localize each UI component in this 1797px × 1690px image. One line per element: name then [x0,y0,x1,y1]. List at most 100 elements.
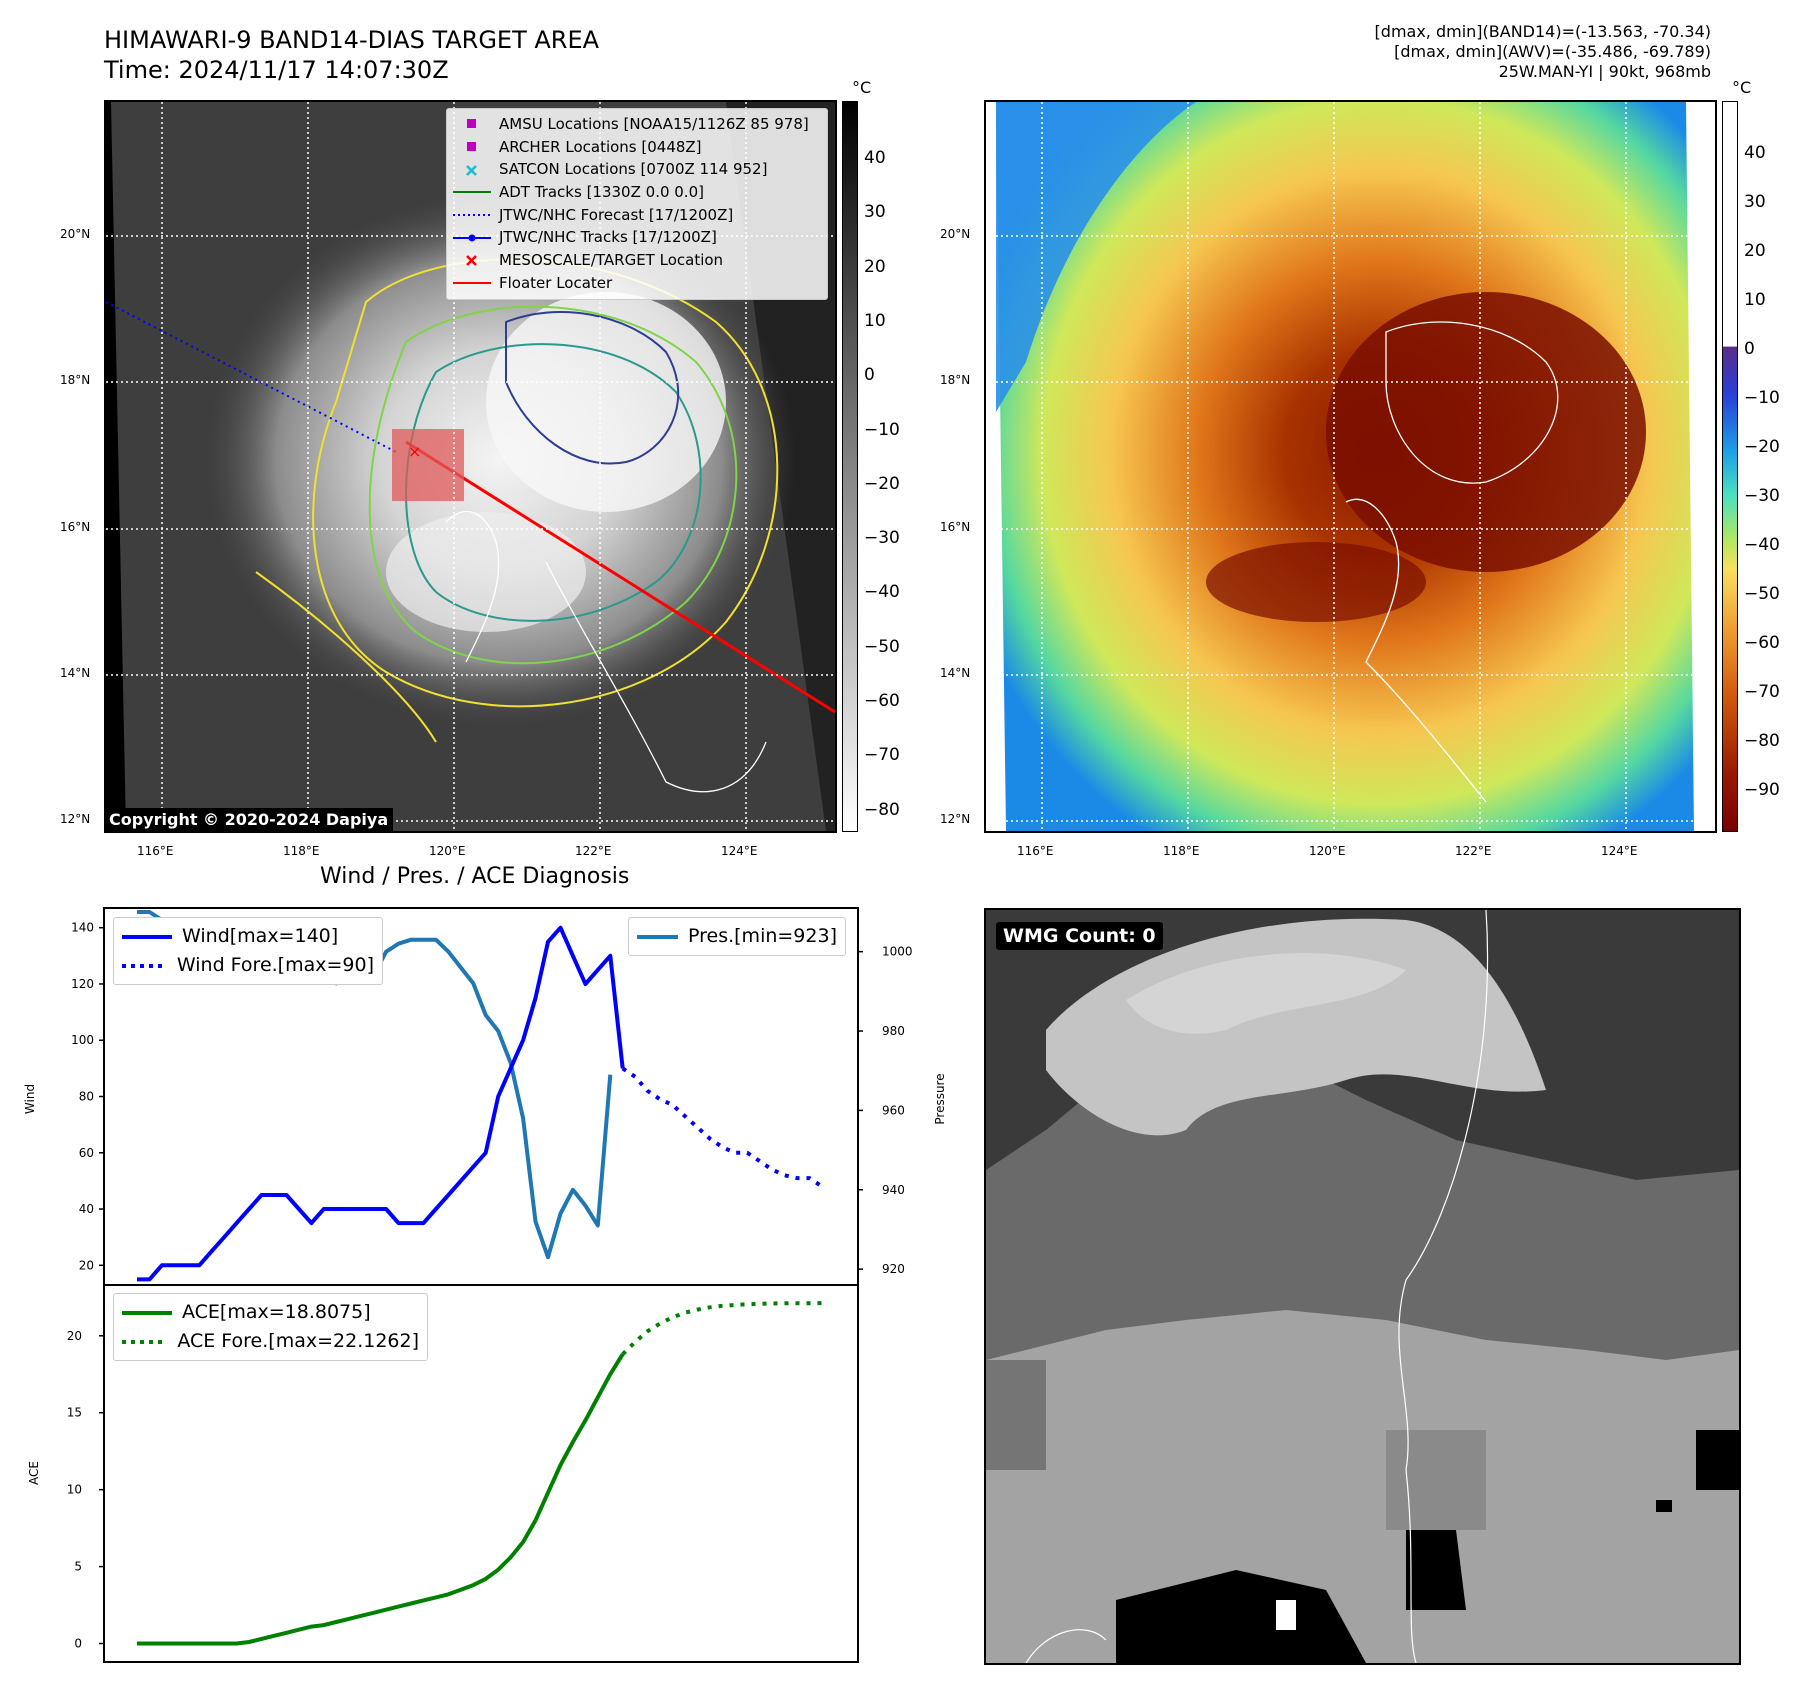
lat-label: 18°N [940,373,971,387]
colorbar2-tick-label: 0 [1744,339,1755,359]
colorbar2-tick-label: 40 [1744,143,1766,163]
line-marker-icon [453,191,491,194]
wmg-image [986,910,1739,1663]
ace-plot-frame [103,1284,859,1663]
ace-tick-label: 20 [67,1329,82,1343]
lat-label: 16°N [60,520,91,534]
lon-label: 116°E [137,844,174,858]
dotted-line-icon [453,214,491,217]
colorbar2-unit: °C [1732,78,1752,97]
dotted-line-icon [122,963,167,968]
dotted-line-icon [122,1339,168,1344]
colorbar2-tick-label: −50 [1744,584,1780,604]
legend-item-adt: ADT Tracks [1330Z 0.0 0.0] [453,181,821,204]
lat-label: 14°N [940,666,971,680]
info-line-1: [dmax, dmin](BAND14)=(-13.563, -70.34) [1374,22,1711,41]
ace-line [137,1353,625,1646]
square-marker-icon [467,119,476,129]
copyright-label: Copyright © 2020-2024 Dapiya [104,808,394,831]
wind-tick-label: 120 [71,977,94,991]
lon-label: 120°E [429,844,466,858]
colorbar1-tick-label: −40 [864,582,900,603]
awv-map-image [986,102,1715,831]
legend-item-jtwc-forecast: JTWC/NHC Forecast [17/1200Z] [453,204,821,227]
ace-tick-label: 10 [67,1483,82,1497]
wind-forecast-line [621,1066,824,1189]
legend-item-ace-forecast: ACE Fore.[max=22.1262] [122,1327,419,1356]
legend-item-ace: ACE[max=18.8075] [122,1298,419,1327]
diagnosis-title: Wind / Pres. / ACE Diagnosis [320,864,630,889]
colorbar2-tick-label: −90 [1744,780,1780,800]
wind-tick-label: 80 [79,1090,94,1104]
wind-tick-label: 20 [79,1258,94,1272]
colorbar2-tick-label: −20 [1744,437,1780,457]
colorbar2-tick-label: −80 [1744,731,1780,751]
pressure-axis-title: Pressure [933,1073,947,1125]
lon-label: 122°E [1455,844,1492,858]
line-marker-icon [122,1310,172,1315]
svg-text:×: × [408,442,421,461]
lon-label: 124°E [1601,844,1638,858]
colorbar2-tick-label: 10 [1744,290,1766,310]
wind-tick-label: 100 [71,1033,94,1047]
map-legend: AMSU Locations [NOAA15/1126Z 85 978] ARC… [446,108,828,300]
x-marker-icon [466,164,477,176]
figure-title: HIMAWARI-9 BAND14-DIAS TARGET AREA [104,26,600,54]
ace-tick-label: 5 [74,1560,82,1574]
ir-map-panel: × AMSU Locations [NOAA15/1126Z 85 978] A… [104,100,837,833]
lat-label: 12°N [60,812,91,826]
lon-label: 124°E [721,844,758,858]
colorbar1-tick-label: 0 [864,365,875,386]
legend-item-wind: Wind[max=140] [122,922,374,951]
colorbar2-tick-label: −60 [1744,633,1780,653]
line-marker-icon [122,934,172,939]
wind-axis-title: Wind [23,1083,37,1115]
ace-tick-label: 0 [74,1637,82,1651]
colorbar2-tick-label: −40 [1744,535,1780,555]
colorbar2-tick-label: −30 [1744,486,1780,506]
colorbar1-tick-label: −80 [864,799,900,820]
line-marker-icon [453,282,491,285]
colorbar1-tick-label: −60 [864,691,900,711]
legend-item-jtwc-tracks: JTWC/NHC Tracks [17/1200Z] [453,226,821,249]
colorbar1-tick-label: 20 [864,256,886,277]
ace-axis-title: ACE [27,1461,41,1485]
ace-legend: ACE[max=18.8075] ACE Fore.[max=22.1262] [113,1293,428,1361]
awv-map-panel [984,100,1717,833]
lat-label: 20°N [940,227,971,241]
colorbar1-tick-label: 40 [864,148,886,168]
legend-item-pressure: Pres.[min=923] [637,922,837,951]
wind-tick-label: 40 [79,1202,94,1216]
lon-label: 118°E [1163,844,1200,858]
lon-label: 120°E [1309,844,1346,858]
lat-label: 20°N [60,227,91,241]
legend-item-amsu: AMSU Locations [NOAA15/1126Z 85 978] [453,113,821,136]
ace-forecast-line [621,1301,823,1356]
wind-legend: Wind[max=140] Wind Fore.[max=90] [113,917,383,985]
pressure-tick-label: 960 [882,1103,905,1117]
colorbar2-tick-label: −10 [1744,388,1780,408]
lon-label: 116°E [1017,844,1054,858]
lon-label: 122°E [575,844,612,858]
square-marker-icon [467,142,476,152]
colorbar1-unit: °C [852,78,872,97]
wmg-count-label: WMG Count: 0 [996,922,1163,950]
pressure-tick-label: 940 [882,1183,905,1197]
wmg-panel [984,908,1741,1665]
x-marker-icon [466,255,477,267]
colorbar2-tick-label: −70 [1744,682,1780,702]
pressure-tick-label: 920 [882,1262,905,1276]
legend-item-satcon: SATCON Locations [0700Z 114 952] [453,158,821,181]
colorbar1 [842,101,858,832]
colorbar1-tick-label: −50 [864,636,900,657]
lat-label: 16°N [940,520,971,534]
colorbar1-tick-label: 30 [864,202,886,223]
lon-label: 118°E [283,844,320,858]
pressure-tick-label: 1000 [882,945,913,959]
colorbar1-tick-label: −10 [864,419,900,440]
legend-item-floater: Floater Locater [453,272,821,295]
wind-line [137,925,625,1282]
legend-item-wind-forecast: Wind Fore.[max=90] [122,951,374,980]
wind-tick-label: 60 [79,1146,94,1160]
lat-label: 12°N [940,812,971,826]
